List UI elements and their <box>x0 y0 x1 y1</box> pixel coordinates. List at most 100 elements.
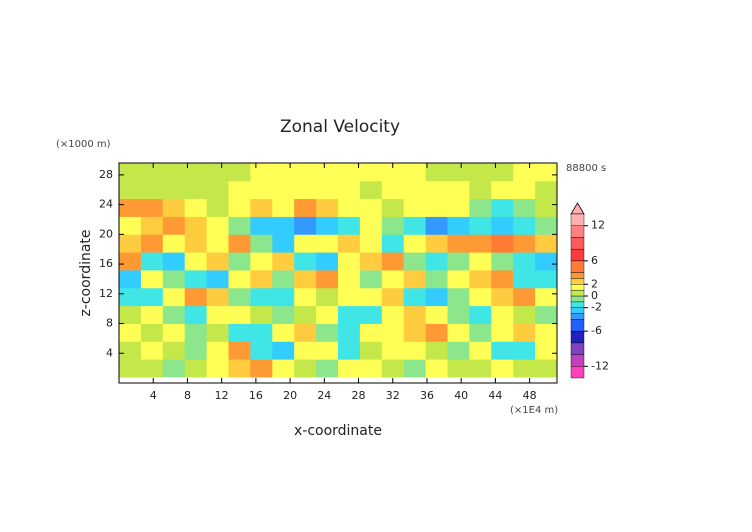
cell <box>250 270 273 289</box>
cell <box>184 359 207 378</box>
cell <box>381 180 405 200</box>
colorbar-bin <box>570 272 585 279</box>
cell <box>403 359 426 378</box>
cell <box>535 180 558 200</box>
cell <box>338 198 361 217</box>
cell <box>206 305 229 324</box>
cell <box>469 180 492 200</box>
cell <box>535 163 558 182</box>
cell <box>140 252 164 271</box>
colorbar-bin <box>570 225 585 238</box>
cell <box>206 270 229 289</box>
cell <box>469 198 492 217</box>
cell <box>469 287 492 307</box>
cell <box>184 323 207 342</box>
cell <box>272 216 295 235</box>
cell <box>250 359 273 378</box>
cell <box>513 341 536 360</box>
cell <box>162 216 186 235</box>
cell <box>228 163 251 182</box>
colorbar-tick-label: -6 <box>591 324 602 337</box>
cell <box>140 163 164 182</box>
cell <box>140 216 164 235</box>
cell <box>250 163 273 182</box>
cell <box>162 198 186 217</box>
cell <box>535 252 558 271</box>
cell <box>228 198 251 217</box>
cell <box>535 198 558 217</box>
cell <box>447 305 470 324</box>
cell <box>250 305 273 324</box>
cell <box>535 359 558 378</box>
cell <box>206 216 229 235</box>
cell <box>119 252 142 271</box>
cell <box>316 341 339 360</box>
cell <box>447 252 470 271</box>
cell <box>184 252 207 271</box>
cell <box>206 341 229 360</box>
cell <box>184 180 207 200</box>
cell <box>184 163 207 182</box>
cell <box>228 216 251 235</box>
cell <box>228 180 251 200</box>
cell <box>316 270 339 289</box>
cell <box>119 323 142 342</box>
cell <box>228 359 251 378</box>
cell <box>513 305 536 324</box>
cell <box>250 180 273 200</box>
cell <box>162 305 186 324</box>
cell <box>206 234 229 253</box>
cell <box>469 163 492 182</box>
cell <box>338 252 361 271</box>
x-tick-label: 16 <box>249 389 263 402</box>
cell <box>513 234 536 253</box>
cell <box>228 270 251 289</box>
cell <box>338 305 361 324</box>
cell <box>381 323 405 342</box>
cell <box>338 163 361 182</box>
cell <box>359 305 383 324</box>
cell <box>338 359 361 378</box>
colorbar-bin <box>570 237 585 250</box>
cell <box>119 359 142 378</box>
cell <box>513 216 536 235</box>
cell <box>338 341 361 360</box>
cell <box>491 216 514 235</box>
cell <box>338 323 361 342</box>
cell <box>119 287 142 307</box>
cell <box>359 180 383 200</box>
cell <box>381 305 405 324</box>
cell <box>272 287 295 307</box>
cell <box>184 216 207 235</box>
cell <box>119 216 142 235</box>
cell <box>162 180 186 200</box>
cell <box>447 180 470 200</box>
cell <box>162 341 186 360</box>
colorbar-tick-label: 6 <box>591 254 598 267</box>
cell <box>403 287 426 307</box>
y-axis-label: z-coordinate <box>78 229 94 316</box>
cell <box>359 270 383 289</box>
colorbar-bin <box>570 213 585 226</box>
cell <box>425 359 448 378</box>
cell <box>119 341 142 360</box>
cell <box>425 216 448 235</box>
cell <box>272 252 295 271</box>
cell <box>316 323 339 342</box>
cell <box>316 252 339 271</box>
cell <box>119 198 142 217</box>
cell <box>425 323 448 342</box>
cell <box>119 180 142 200</box>
cell <box>228 252 251 271</box>
colorbar-tick-label: 12 <box>591 219 605 232</box>
cell <box>513 163 536 182</box>
x-axis-label: x-coordinate <box>294 423 382 439</box>
cell <box>425 234 448 253</box>
x-tick-label: 4 <box>150 389 157 402</box>
colorbar-bin <box>570 289 585 297</box>
cell <box>316 163 339 182</box>
cell <box>425 163 448 182</box>
cell <box>381 359 405 378</box>
cell <box>425 287 448 307</box>
